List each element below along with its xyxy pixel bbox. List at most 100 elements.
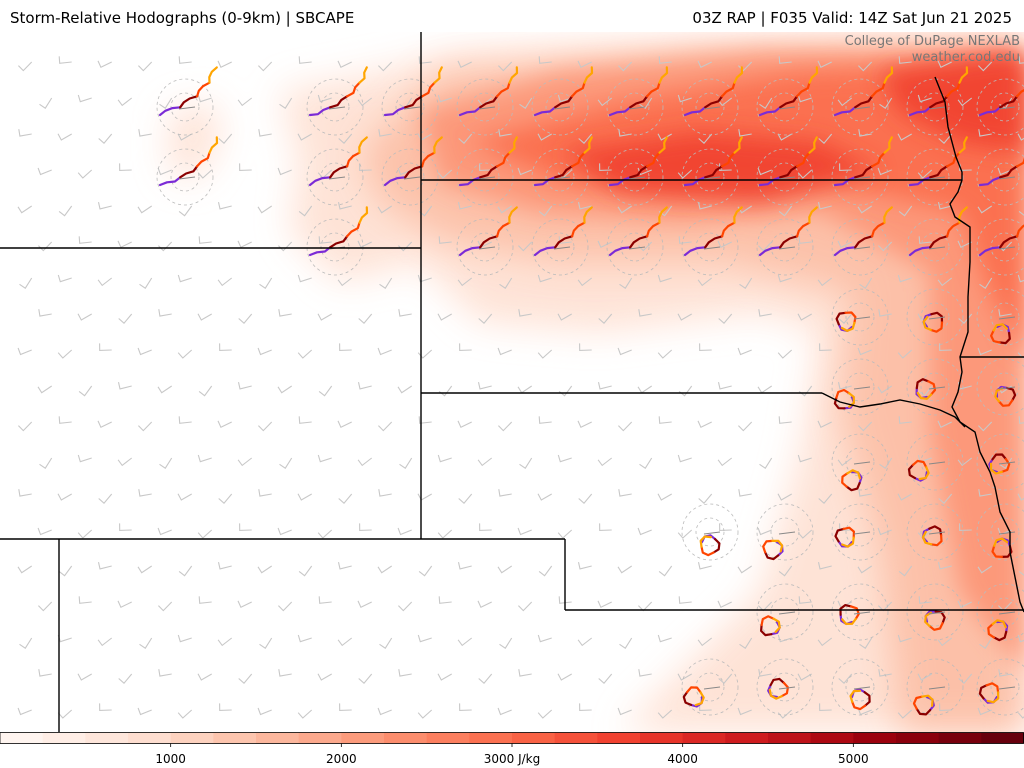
storm-motion-vector bbox=[628, 106, 646, 110]
wind-barb bbox=[37, 385, 53, 394]
hodograph-trace bbox=[658, 136, 668, 154]
wind-barb bbox=[98, 133, 113, 144]
storm-motion-vector bbox=[178, 106, 196, 110]
wind-barb bbox=[377, 347, 392, 356]
wind-barb bbox=[237, 97, 253, 107]
hodograph-trace bbox=[721, 81, 736, 98]
wind-barb bbox=[837, 381, 852, 390]
wind-barb bbox=[418, 565, 433, 577]
hodograph-trace bbox=[921, 530, 933, 546]
wind-barb bbox=[119, 523, 132, 531]
hodograph-ring bbox=[756, 583, 814, 641]
hodograph-trace bbox=[841, 617, 857, 625]
wind-barb bbox=[118, 673, 133, 684]
map-title: Storm-Relative Hodographs (0-9km) | SBCA… bbox=[10, 9, 355, 27]
wind-barb bbox=[978, 129, 992, 137]
hodograph-ring bbox=[695, 92, 725, 122]
wind-barb bbox=[459, 343, 472, 351]
colorbar-band bbox=[341, 732, 385, 744]
wind-barb bbox=[817, 420, 832, 429]
hodograph-trace bbox=[1016, 224, 1024, 238]
wind-barb bbox=[378, 61, 393, 72]
wind-barb bbox=[258, 489, 272, 497]
wind-barb bbox=[178, 56, 192, 64]
colorbar-band bbox=[384, 732, 428, 744]
hodograph-ring bbox=[920, 517, 950, 547]
wind-barb bbox=[579, 343, 592, 351]
wind-barb bbox=[958, 673, 973, 684]
wind-barb bbox=[239, 163, 252, 171]
hodograph-trace bbox=[571, 151, 586, 168]
hodograph-ring bbox=[531, 78, 589, 136]
hodograph-ring bbox=[606, 78, 664, 136]
wind-barb bbox=[197, 454, 212, 463]
wind-barb bbox=[118, 313, 133, 324]
hodograph-trace bbox=[958, 136, 968, 154]
hodograph-trace bbox=[854, 165, 874, 179]
wind-barb bbox=[577, 561, 592, 570]
hodograph-trace bbox=[699, 535, 712, 548]
wind-barb bbox=[638, 669, 652, 677]
wind-barb bbox=[618, 489, 632, 497]
wind-barb bbox=[577, 60, 592, 69]
wind-barb bbox=[178, 416, 192, 424]
storm-motion-vector bbox=[703, 176, 721, 180]
wind-barb bbox=[359, 163, 372, 171]
hodograph-trace bbox=[646, 151, 661, 168]
wind-barb bbox=[37, 167, 52, 176]
wind-barb bbox=[497, 347, 512, 356]
wind-barb bbox=[778, 416, 792, 424]
hodograph-trace bbox=[863, 691, 871, 707]
wind-barb bbox=[818, 133, 833, 144]
wind-barb bbox=[519, 457, 533, 469]
hodograph-trace bbox=[839, 604, 853, 616]
wind-barb bbox=[157, 527, 172, 536]
storm-motion-vector bbox=[998, 611, 1016, 615]
colorbar-band bbox=[597, 732, 641, 744]
wind-barb bbox=[497, 565, 513, 574]
wind-barb bbox=[538, 205, 553, 217]
hodograph-trace bbox=[999, 95, 1019, 109]
wind-barb bbox=[678, 596, 692, 604]
colorbar-band bbox=[725, 732, 769, 744]
hodograph-trace bbox=[912, 695, 924, 710]
storm-motion-vector bbox=[998, 386, 1016, 390]
wind-barb bbox=[338, 493, 353, 504]
hodograph-ring bbox=[976, 148, 1024, 206]
wind-barb bbox=[457, 60, 472, 69]
hodograph-trace bbox=[721, 151, 736, 168]
wind-barb bbox=[1017, 274, 1024, 283]
wind-barb bbox=[457, 420, 472, 429]
hodograph-trace bbox=[808, 136, 818, 154]
hodograph-ring bbox=[906, 78, 964, 136]
wind-barb bbox=[378, 421, 393, 432]
storm-motion-vector bbox=[478, 106, 496, 110]
wind-barb bbox=[658, 565, 673, 577]
wind-barb bbox=[198, 596, 212, 604]
wind-barb bbox=[657, 493, 672, 501]
wind-barb bbox=[697, 277, 713, 287]
hodograph-ring bbox=[976, 503, 1024, 561]
hodograph-trace bbox=[930, 534, 943, 547]
credit-line-1: College of DuPage NEXLAB bbox=[844, 34, 1020, 49]
hodograph-ring bbox=[906, 358, 964, 416]
hodograph-trace bbox=[808, 66, 819, 84]
hodograph-ring bbox=[845, 302, 875, 332]
wind-barb bbox=[858, 421, 873, 432]
hodograph-ring bbox=[845, 232, 875, 262]
storm-motion-vector bbox=[778, 246, 796, 250]
wind-barb bbox=[599, 523, 612, 531]
hodograph-trace bbox=[383, 106, 407, 117]
hodograph-ring bbox=[545, 162, 575, 192]
wind-barb bbox=[278, 669, 292, 677]
hodograph-ring bbox=[831, 218, 889, 276]
wind-barb bbox=[897, 493, 912, 501]
wind-barb bbox=[937, 277, 953, 287]
wind-barb bbox=[737, 565, 753, 574]
wind-barb bbox=[558, 236, 572, 244]
storm-motion-vector bbox=[553, 246, 571, 250]
hodograph-trace bbox=[835, 388, 851, 399]
hodograph-trace bbox=[583, 136, 593, 154]
wind-barb bbox=[397, 167, 412, 176]
hodograph-trace bbox=[849, 689, 862, 703]
